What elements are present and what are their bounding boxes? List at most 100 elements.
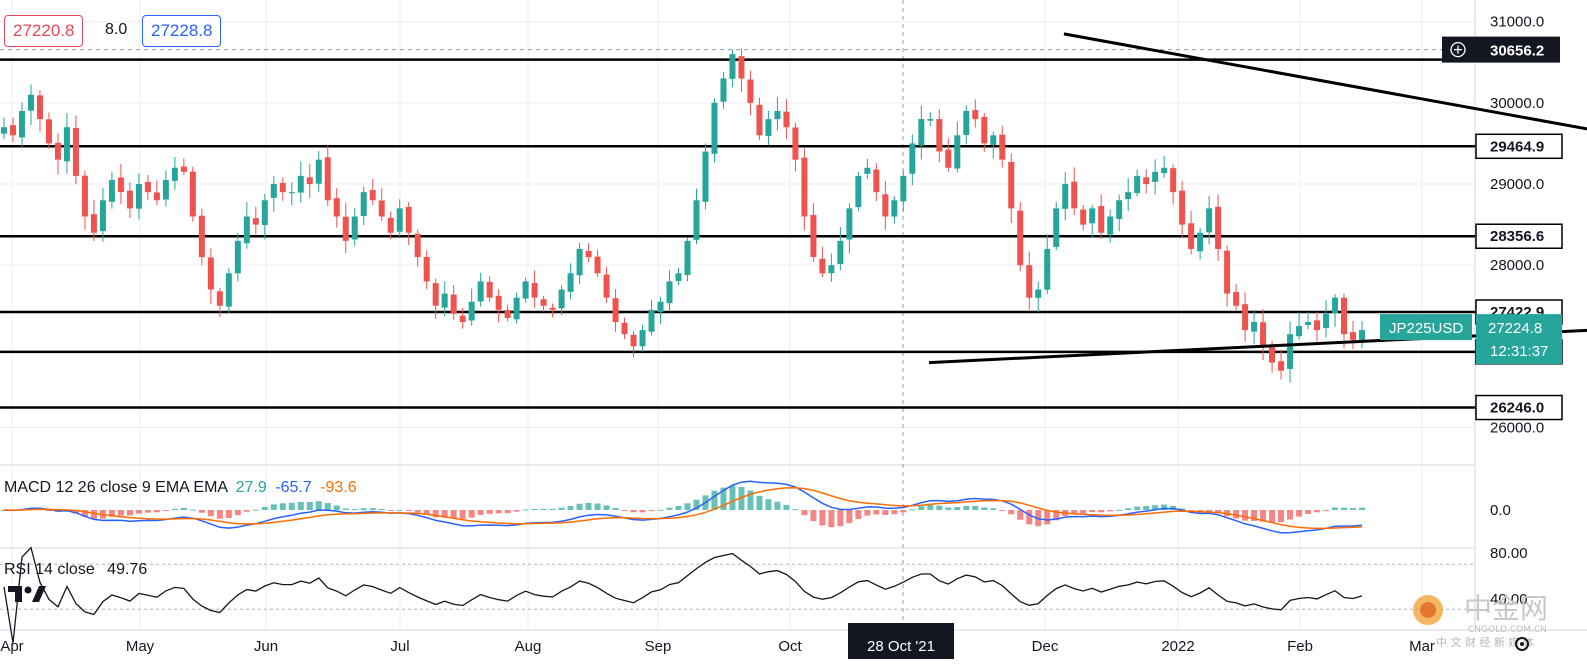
candle-116 <box>1044 234 1051 295</box>
candle-body-28 <box>252 218 259 225</box>
candle-62 <box>558 285 565 316</box>
macd-hist-bar-146 <box>1314 510 1321 513</box>
ask-price-box[interactable]: 27228.8 <box>142 15 222 47</box>
candle-body-16 <box>144 181 151 193</box>
candle-body-62 <box>558 289 565 309</box>
candle-100 <box>900 170 907 212</box>
candle-56 <box>504 304 511 322</box>
macd-hist-bar-80 <box>720 487 727 510</box>
macd-hist-bar-45 <box>405 510 412 511</box>
macd-hist-bar-123 <box>1107 510 1114 512</box>
level-tag-label-1: 29464.9 <box>1490 138 1544 155</box>
macd-hist-bar-117 <box>1053 510 1060 521</box>
bid-price-box[interactable]: 27220.8 <box>4 15 84 47</box>
candle-body-48 <box>432 283 439 306</box>
candle-body-36 <box>324 157 331 201</box>
candle-body-122 <box>1098 206 1105 233</box>
candle-body-139 <box>1251 321 1258 332</box>
macd-hist-bar-131 <box>1179 508 1186 510</box>
candle-135 <box>1215 194 1222 261</box>
candle-9 <box>81 170 88 231</box>
candle-body-103 <box>927 119 934 121</box>
candle-body-46 <box>414 233 421 258</box>
candle-body-52 <box>468 301 475 321</box>
macd-hist-bar-17 <box>153 510 160 513</box>
candle-113 <box>1017 202 1024 272</box>
rsi-axis-label-1: 40.00 <box>1490 591 1528 608</box>
candle-body-18 <box>162 179 169 200</box>
macd-hist-bar-111 <box>999 510 1006 511</box>
candle-body-29 <box>261 200 268 225</box>
candle-67 <box>603 267 610 304</box>
macd-hist-bar-125 <box>1125 508 1132 510</box>
candle-57 <box>513 292 520 324</box>
candle-body-99 <box>891 200 898 217</box>
candle-body-89 <box>801 157 808 217</box>
candle-body-73 <box>657 301 664 313</box>
macd-hist-bar-72 <box>648 510 655 512</box>
macd-hist-bar-99 <box>891 510 898 515</box>
candle-26 <box>234 232 241 282</box>
candle-51 <box>459 307 466 329</box>
macd-hist-bar-101 <box>909 509 916 511</box>
candle-25 <box>225 268 232 314</box>
candle-body-101 <box>909 143 916 174</box>
cngold-watermark: 中金网 CNGOLD.COM.CN 中 文 财 经 新 媒 体 <box>1413 592 1548 651</box>
candle-body-105 <box>945 149 952 168</box>
macd-hist-bar-28 <box>252 509 259 511</box>
watermark-title: 中金网 <box>1464 592 1548 625</box>
candle-37 <box>333 188 340 228</box>
candle-body-90 <box>810 214 817 258</box>
candle-109 <box>981 113 988 152</box>
candle-body-130 <box>1170 168 1177 193</box>
candle-102 <box>918 105 925 160</box>
price-axis[interactable]: 31000.0 30000.0 29000.0 28000.0 26000.0 0.0 80… <box>1490 14 1544 608</box>
candle-body-104 <box>936 119 943 152</box>
candle-body-136 <box>1224 250 1231 294</box>
candle-body-83 <box>747 79 754 103</box>
macd-hist-bar-37 <box>333 505 340 510</box>
candle-54 <box>486 276 493 302</box>
macd-hist-bar-40 <box>360 508 367 510</box>
macd-legend[interactable]: MACD 12 26 close 9 EMA EMA 27.9 -65.7 -9… <box>4 479 357 497</box>
candle-body-12 <box>108 179 115 202</box>
candle-68 <box>612 289 619 332</box>
candle-body-151 <box>1359 330 1365 343</box>
settings-gear-icon <box>1515 637 1529 651</box>
macd-hist-bar-124 <box>1116 509 1123 511</box>
rsi-legend[interactable]: RSI 14 close 49.76 <box>4 561 147 579</box>
macd-hist-bar-25 <box>225 510 232 518</box>
macd-hist-bar-30 <box>270 504 277 510</box>
candle-63 <box>567 263 574 300</box>
macd-hist-bar-35 <box>315 501 322 510</box>
macd-hist-bar-24 <box>216 510 223 519</box>
macd-hist-bar-14 <box>126 510 133 516</box>
macd-hist-bar-64 <box>576 503 583 510</box>
price-tags: 29464.928356.627422.926932.126246.030656… <box>1380 36 1563 421</box>
candle-8 <box>72 115 79 185</box>
candle-body-97 <box>873 169 880 193</box>
time-axis[interactable]: Apr May Jun Jul Aug Sep Oct Dec 2022 Feb Mar 28 Oct… <box>0 623 1435 659</box>
macd-hist-bar-38 <box>342 508 349 510</box>
macd-hist-bar-21 <box>189 509 196 511</box>
macd-hist-bar-10 <box>90 510 97 520</box>
candle-body-118 <box>1062 184 1069 209</box>
macd-hist-bar-73 <box>657 509 664 511</box>
candle-body-113 <box>1017 210 1024 266</box>
macd-hist-bar-42 <box>378 508 385 510</box>
chart-grid <box>0 0 1587 631</box>
candle-body-55 <box>495 295 502 310</box>
macd-hist-bar-29 <box>261 506 268 510</box>
macd-hist-bar-76 <box>684 503 691 510</box>
macd-hist-bar-105 <box>945 507 952 510</box>
candle-89 <box>801 148 808 231</box>
macd-hist-bar-46 <box>414 510 421 513</box>
time-label-7: Dec <box>1032 638 1059 655</box>
candle-body-146 <box>1314 320 1321 331</box>
candle-body-93 <box>837 240 844 265</box>
candle-30 <box>270 176 277 212</box>
time-label-2: Jun <box>254 638 278 655</box>
candle-40 <box>360 186 367 226</box>
macd-hist-bar-151 <box>1359 507 1365 510</box>
